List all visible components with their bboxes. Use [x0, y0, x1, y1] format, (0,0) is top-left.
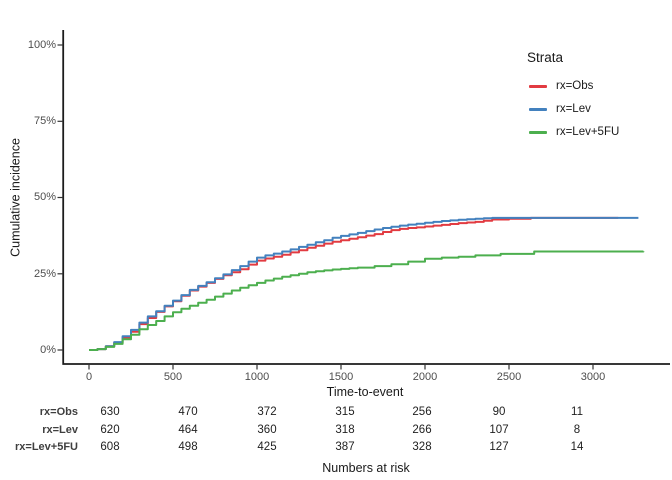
risk-row-label: rx=Lev+5FU — [15, 441, 78, 453]
risk-count: 256 — [412, 406, 432, 418]
risk-count: 127 — [489, 441, 509, 453]
risk-count: 470 — [178, 406, 198, 418]
risk-table-caption: Numbers at risk — [322, 461, 410, 475]
x-tick-label-3000: 3000 — [580, 371, 606, 383]
risk-count: 11 — [571, 406, 583, 418]
risk-count: 464 — [178, 424, 198, 436]
y-tick-label-25: 25% — [33, 268, 56, 280]
risk-count: 107 — [489, 424, 509, 436]
risk-count: 266 — [412, 424, 432, 436]
legend-label: rx=Obs — [556, 80, 594, 92]
x-tick-label-0: 0 — [85, 371, 93, 383]
risk-count: 608 — [100, 441, 120, 453]
legend-item-rx-obs: rx=Obs — [527, 78, 593, 94]
risk-count: 360 — [257, 424, 277, 436]
risk-row-label: rx=Lev — [42, 424, 78, 436]
y-tick-label-50: 50% — [33, 191, 56, 203]
y-tick-label-0: 0% — [40, 344, 56, 356]
risk-count: 425 — [257, 441, 277, 453]
y-tick-label-75: 75% — [33, 115, 56, 127]
risk-row-label: rx=Obs — [39, 406, 78, 418]
legend-item-rx-lev: rx=Lev — [527, 101, 591, 117]
x-tick-label-2000: 2000 — [412, 371, 438, 383]
y-tick-label-100: 100% — [27, 39, 56, 51]
legend-item-rx-lev5fu: rx=Lev+5FU — [527, 124, 619, 140]
risk-count: 620 — [100, 424, 120, 436]
risk-count: 318 — [335, 424, 355, 436]
x-tick-label-2500: 2500 — [496, 371, 522, 383]
x-tick-label-1500: 1500 — [328, 371, 354, 383]
risk-count: 630 — [100, 406, 120, 418]
risk-count: 372 — [257, 406, 277, 418]
risk-count: 387 — [335, 441, 355, 453]
risk-count: 498 — [178, 441, 198, 453]
legend-key-line-blue-icon — [529, 107, 547, 111]
risk-count: 90 — [492, 406, 506, 418]
risk-count: 328 — [412, 441, 432, 453]
x-tick-label-1000: 1000 — [244, 371, 270, 383]
risk-count: 315 — [335, 406, 355, 418]
legend-key-line-red-icon — [529, 84, 547, 88]
legend-label: rx=Lev — [556, 103, 591, 115]
legend-title: Strata — [527, 50, 564, 65]
legend-label: rx=Lev+5FU — [556, 126, 620, 138]
x-axis-title: Time-to-event — [326, 385, 404, 399]
legend-key-line-green-icon — [529, 130, 547, 134]
x-tick-label-500: 500 — [163, 371, 183, 383]
risk-count: 14 — [570, 441, 584, 453]
risk-count: 8 — [573, 424, 581, 436]
